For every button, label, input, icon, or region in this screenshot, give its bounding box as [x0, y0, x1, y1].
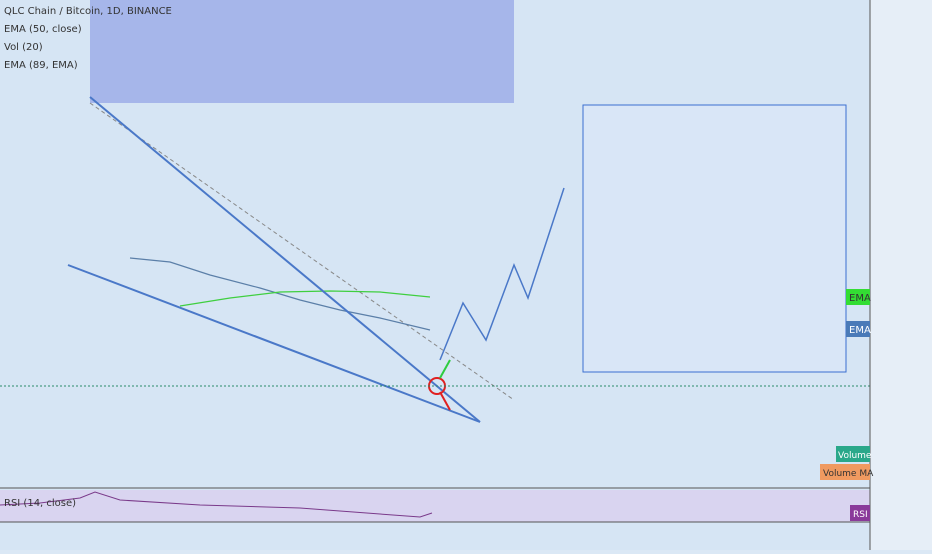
note-box: [582, 104, 847, 373]
dashed-trend: [89, 102, 515, 401]
ema-badge-label: EMA: [849, 293, 871, 304]
ema-line: [179, 290, 431, 307]
volume-ma-badge-label: Volume MA: [823, 469, 874, 479]
indicator-label: EMA (89, EMA): [4, 60, 78, 71]
arrow-down: [439, 391, 451, 411]
volume-badge-label: Volume: [838, 451, 872, 461]
wedge-upper: [89, 96, 481, 423]
ema-line: [129, 257, 431, 331]
indicator-label: Vol (20): [4, 42, 43, 53]
volume-ma-badge: [820, 464, 870, 480]
date-range-highlight: [90, 0, 514, 103]
rsi-badge-label: RSI: [853, 510, 868, 520]
ema-badge: [846, 289, 870, 305]
price-axis-bg: [870, 0, 932, 550]
volume-badge: [836, 446, 870, 462]
rsi-label: RSI (14, close): [4, 498, 76, 509]
rsi-badge: [850, 505, 870, 521]
symbol-title: QLC Chain / Bitcoin, 1D, BINANCE: [4, 6, 172, 17]
arrow-up: [439, 359, 451, 379]
wedge-lower: [67, 264, 481, 423]
indicator-label: EMA (50, close): [4, 24, 82, 35]
ema-badge: [846, 321, 870, 337]
rsi-line: [0, 491, 433, 518]
wave-path: [439, 187, 565, 361]
ema-badge-label: EMA: [849, 325, 871, 336]
rsi-pane: [0, 490, 870, 522]
